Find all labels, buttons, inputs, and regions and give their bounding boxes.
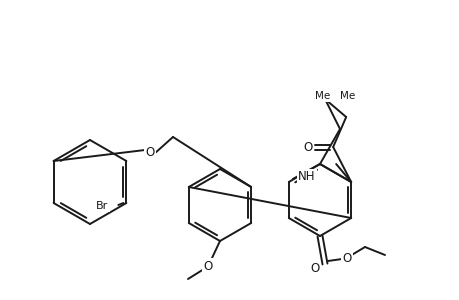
Text: Br: Br (96, 201, 108, 211)
Text: NH: NH (297, 170, 315, 184)
Text: O: O (310, 262, 319, 275)
Text: O: O (145, 146, 154, 158)
Text: O: O (341, 253, 351, 266)
Text: Me   Me: Me Me (315, 91, 355, 101)
Text: O: O (303, 140, 312, 154)
Text: O: O (203, 260, 212, 272)
